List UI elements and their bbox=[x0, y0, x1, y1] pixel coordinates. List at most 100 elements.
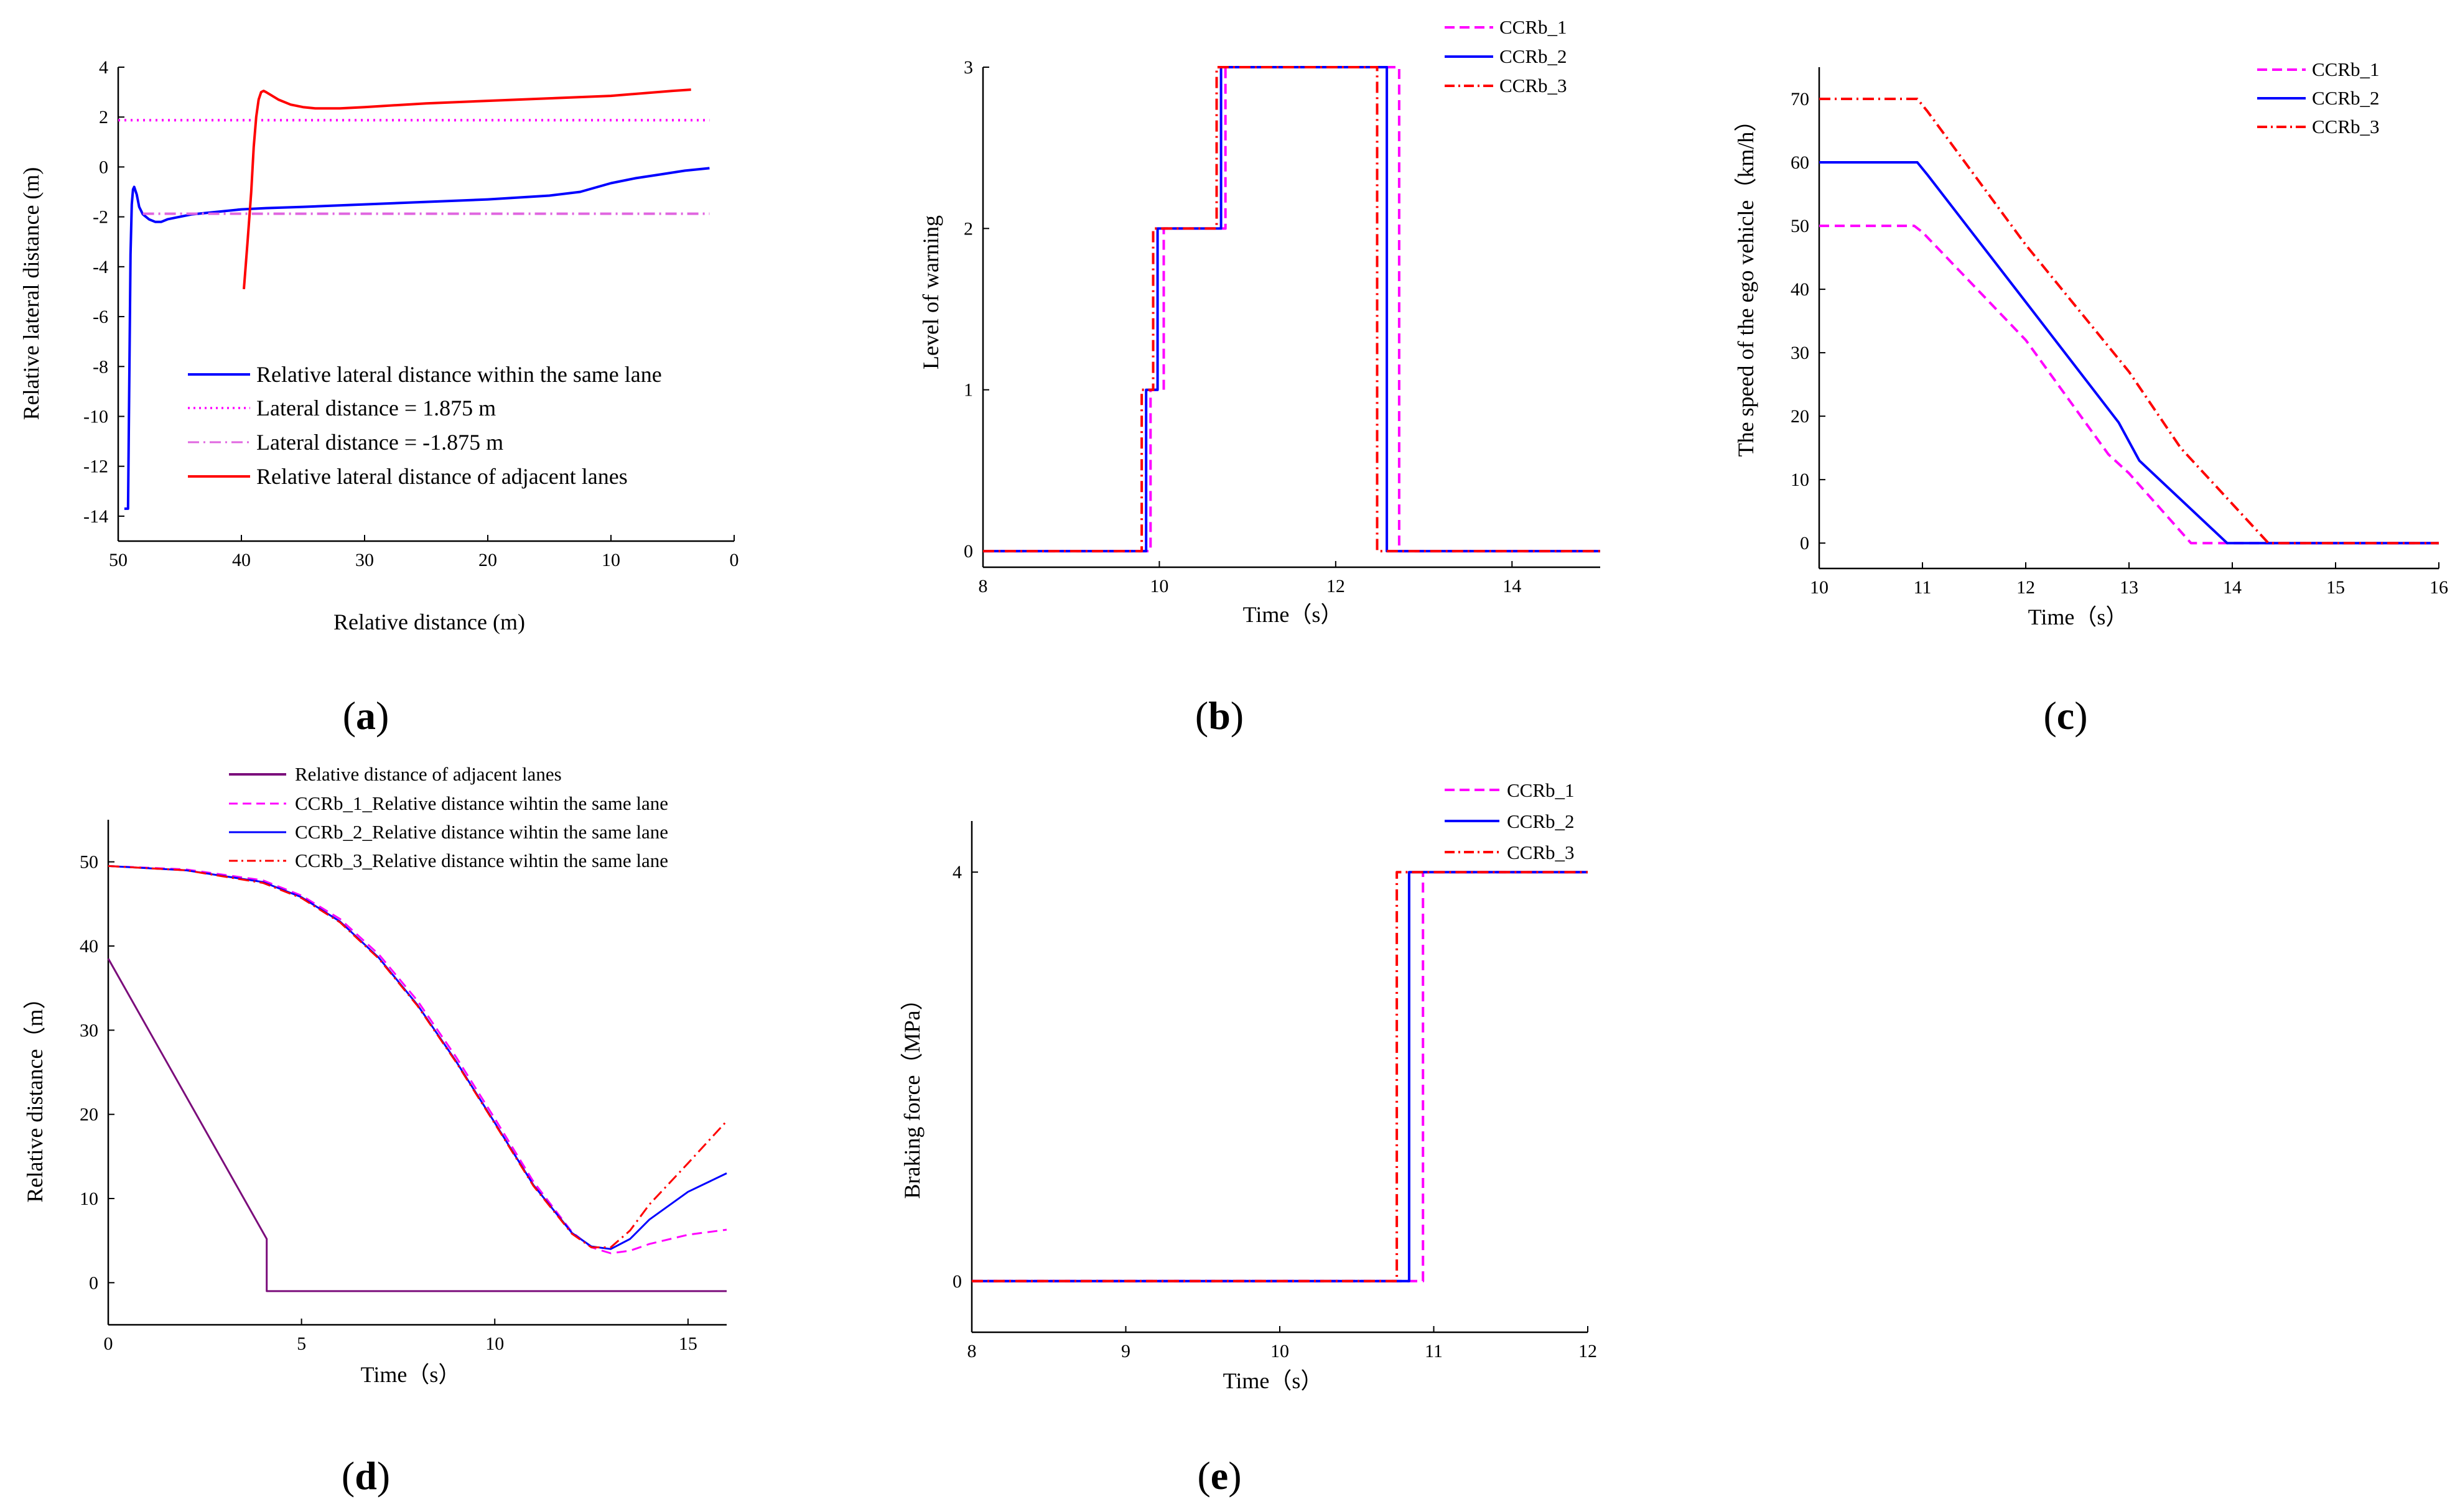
y-tick-label-d-2: 20 bbox=[80, 1105, 98, 1125]
legend-label-a-2: Lateral distance = -1.875 m bbox=[256, 430, 503, 455]
x-tick-label-c-0: 10 bbox=[1810, 577, 1829, 598]
legend-a: Relative lateral distance within the sam… bbox=[188, 362, 662, 489]
x-axis-label-a: Relative distance (m) bbox=[333, 610, 525, 634]
legend-label-a-1: Lateral distance = 1.875 m bbox=[256, 396, 496, 420]
x-tick-label-b-1: 10 bbox=[1150, 576, 1168, 596]
series-line-c-1 bbox=[1819, 161, 2439, 545]
legend-b: CCRb_1 CCRb_2 CCRb_3 bbox=[1445, 16, 1567, 96]
y-tick-label-b-3: 3 bbox=[964, 57, 973, 78]
legend-d: Relative distance of adjacent lanes CCRb… bbox=[229, 763, 668, 871]
y-tick-label-e-0: 0 bbox=[953, 1271, 962, 1292]
x-tick-label-e-3: 11 bbox=[1425, 1341, 1443, 1361]
x-tick-label-e-2: 10 bbox=[1270, 1341, 1289, 1361]
y-tick-label-d-3: 30 bbox=[80, 1020, 98, 1041]
x-axis-label-b: Time（s） bbox=[1243, 602, 1343, 627]
x-tick-label-c-4: 14 bbox=[2223, 577, 2242, 598]
series-line-c-2 bbox=[1819, 98, 2439, 545]
x-axis-label-c: Time（s） bbox=[2028, 605, 2128, 629]
y-tick-label-a-4: -4 bbox=[93, 257, 108, 277]
y-axis-label-a: Relative lateral distance (m) bbox=[19, 167, 44, 420]
x-tick-label-c-6: 16 bbox=[2430, 577, 2448, 598]
series-line-e-2 bbox=[972, 871, 1588, 1282]
x-tick-label-c-5: 15 bbox=[2326, 577, 2345, 598]
x-tick-label-b-2: 12 bbox=[1326, 576, 1345, 596]
y-tick-label-a-0: 4 bbox=[99, 57, 108, 78]
plot-area-d: 0 5 10 15 0 10 20 30 40 50 bbox=[80, 820, 728, 1354]
series-line-e-1 bbox=[972, 871, 1588, 1282]
y-tick-label-c-7: 70 bbox=[1791, 89, 1809, 109]
y-tick-label-d-4: 40 bbox=[80, 936, 98, 957]
y-axis-label-e: Braking force（MPa） bbox=[900, 988, 925, 1199]
series-line-b-2 bbox=[983, 66, 1600, 553]
x-tick-label-c-1: 11 bbox=[1914, 577, 1932, 598]
y-tick-label-c-5: 50 bbox=[1791, 216, 1809, 236]
x-tick-label-e-0: 8 bbox=[967, 1341, 977, 1361]
x-tick-label-d-2: 10 bbox=[485, 1333, 504, 1354]
y-tick-label-c-1: 10 bbox=[1791, 470, 1809, 490]
x-tick-label-d-3: 15 bbox=[679, 1333, 697, 1354]
x-axis-label-d: Time（s） bbox=[361, 1362, 461, 1387]
panel-label-d: (d) bbox=[342, 1454, 390, 1498]
y-tick-label-a-5: -6 bbox=[93, 307, 108, 327]
y-tick-label-d-0: 0 bbox=[89, 1273, 98, 1293]
legend-label-b-1: CCRb_2 bbox=[1499, 45, 1567, 67]
series-line-d-3 bbox=[108, 865, 728, 1248]
legend-label-d-1: CCRb_1_Relative distance wihtin the same… bbox=[295, 792, 668, 814]
x-tick-label-c-3: 13 bbox=[2120, 577, 2138, 598]
x-tick-label-a-4: 10 bbox=[602, 550, 620, 570]
y-tick-label-a-6: -8 bbox=[93, 356, 108, 377]
legend-label-b-0: CCRb_1 bbox=[1499, 16, 1567, 38]
series-line-d-2 bbox=[108, 865, 727, 1250]
y-tick-label-c-4: 40 bbox=[1791, 279, 1809, 300]
x-tick-label-e-1: 9 bbox=[1121, 1341, 1130, 1361]
panel-label-e: (e) bbox=[1197, 1454, 1241, 1498]
y-tick-label-a-7: -10 bbox=[83, 406, 108, 427]
panel-label-b: (b) bbox=[1195, 693, 1244, 738]
legend-label-a-0: Relative lateral distance within the sam… bbox=[256, 362, 662, 387]
y-tick-label-a-9: -14 bbox=[83, 506, 108, 527]
y-tick-label-b-1: 1 bbox=[964, 380, 973, 401]
y-tick-label-a-1: 2 bbox=[99, 107, 108, 128]
y-axis-label-b: Level of warning bbox=[918, 215, 943, 369]
series-line-a-0 bbox=[124, 167, 710, 510]
y-tick-label-b-2: 2 bbox=[964, 218, 973, 239]
y-tick-label-c-2: 20 bbox=[1791, 406, 1809, 427]
legend-label-c-1: CCRb_2 bbox=[2312, 87, 2380, 109]
y-axis-label-d: Relative distance（m） bbox=[22, 987, 47, 1203]
y-tick-label-b-0: 0 bbox=[964, 541, 973, 562]
x-tick-label-c-2: 12 bbox=[2016, 577, 2035, 598]
series-line-d-1 bbox=[108, 865, 727, 1255]
legend-label-d-0: Relative distance of adjacent lanes bbox=[295, 763, 562, 785]
y-tick-label-c-6: 60 bbox=[1791, 152, 1809, 173]
x-tick-label-d-0: 0 bbox=[104, 1333, 113, 1354]
x-tick-label-e-4: 12 bbox=[1578, 1341, 1597, 1361]
x-tick-label-a-2: 30 bbox=[355, 550, 374, 570]
series-line-b-0 bbox=[983, 66, 1600, 553]
panel-c: 10 11 12 13 14 15 16 0 10 20 30 40 50 60 70 Time（s） Th… bbox=[1733, 58, 2448, 738]
y-tick-label-a-2: 0 bbox=[99, 157, 108, 177]
series-line-c-0 bbox=[1819, 225, 2439, 545]
legend-e: CCRb_1 CCRb_2 CCRb_3 bbox=[1445, 779, 1575, 863]
x-tick-label-b-3: 14 bbox=[1503, 576, 1521, 596]
legend-label-e-2: CCRb_3 bbox=[1507, 842, 1575, 863]
legend-label-a-3: Relative lateral distance of adjacent la… bbox=[256, 464, 628, 489]
legend-label-c-0: CCRb_1 bbox=[2312, 58, 2380, 80]
panel-e: 8 9 10 11 12 0 4 Time（s） Braking force（MPa） CC… bbox=[900, 779, 1597, 1498]
legend-label-d-3: CCRb_3_Relative distance wihtin the same… bbox=[295, 850, 668, 871]
y-axis-label-c: The speed of the ego vehicle（km/h） bbox=[1733, 109, 1758, 457]
series-line-d-0 bbox=[107, 958, 727, 1292]
series-line-a-3 bbox=[243, 88, 691, 290]
y-tick-label-c-0: 0 bbox=[1800, 533, 1809, 554]
x-tick-label-a-3: 20 bbox=[478, 550, 497, 570]
y-tick-label-a-8: -12 bbox=[83, 457, 108, 477]
x-tick-label-a-1: 40 bbox=[232, 550, 251, 570]
x-tick-label-b-0: 8 bbox=[979, 576, 988, 596]
panel-d: 0 5 10 15 0 10 20 30 40 50 Time（s） Relative dista… bbox=[22, 763, 728, 1498]
legend-label-e-1: CCRb_2 bbox=[1507, 810, 1575, 832]
legend-label-d-2: CCRb_2_Relative distance wihtin the same… bbox=[295, 821, 668, 843]
